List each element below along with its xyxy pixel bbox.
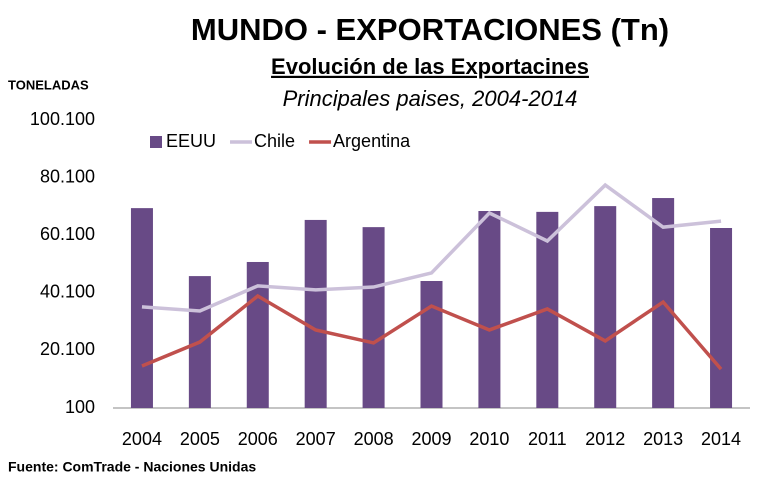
x-tick-label: 2005: [180, 429, 220, 449]
source: Fuente: ComTrade - Naciones Unidas: [8, 459, 256, 475]
x-tick-label: 2014: [701, 429, 741, 449]
y-tick-label: 100: [65, 397, 95, 417]
y-tick-label: 20.100: [40, 339, 95, 359]
bar: [478, 211, 501, 408]
x-tick-label: 2010: [469, 429, 509, 449]
x-tick-label: 2006: [238, 429, 278, 449]
bar: [594, 206, 617, 408]
y-tick-label: 60.100: [40, 224, 95, 244]
chart-title: MUNDO - EXPORTACIONES (Tn): [191, 12, 669, 47]
y-axis-label: TONELADAS: [8, 77, 89, 92]
x-tick-label: 2004: [122, 429, 162, 449]
x-tick-label: 2007: [296, 429, 336, 449]
x-tick-label: 2008: [354, 429, 394, 449]
legend-label: EEUU: [166, 131, 216, 151]
legend-label: Chile: [254, 131, 295, 151]
legend-label: Argentina: [333, 131, 411, 151]
x-tick-label: 2012: [585, 429, 625, 449]
line: [141, 293, 723, 371]
chart-subtitle: Principales paises, 2004-2014: [283, 86, 578, 111]
y-tick-label: 80.100: [40, 166, 95, 186]
y-tick-label: 40.100: [40, 282, 95, 302]
bar: [304, 219, 327, 408]
bar: [710, 228, 733, 408]
x-tick-label: 2011: [528, 429, 567, 449]
x-tick-label: 2009: [411, 429, 451, 449]
bar: [362, 227, 385, 408]
x-tick-label: 2013: [643, 429, 683, 449]
y-tick-label: 100.100: [30, 109, 95, 129]
line: [141, 182, 722, 313]
bar: [246, 261, 269, 408]
bar: [420, 280, 443, 408]
legend-swatch: [150, 136, 162, 148]
chart-subtitle: Evolución de las Exportacines: [271, 54, 589, 79]
